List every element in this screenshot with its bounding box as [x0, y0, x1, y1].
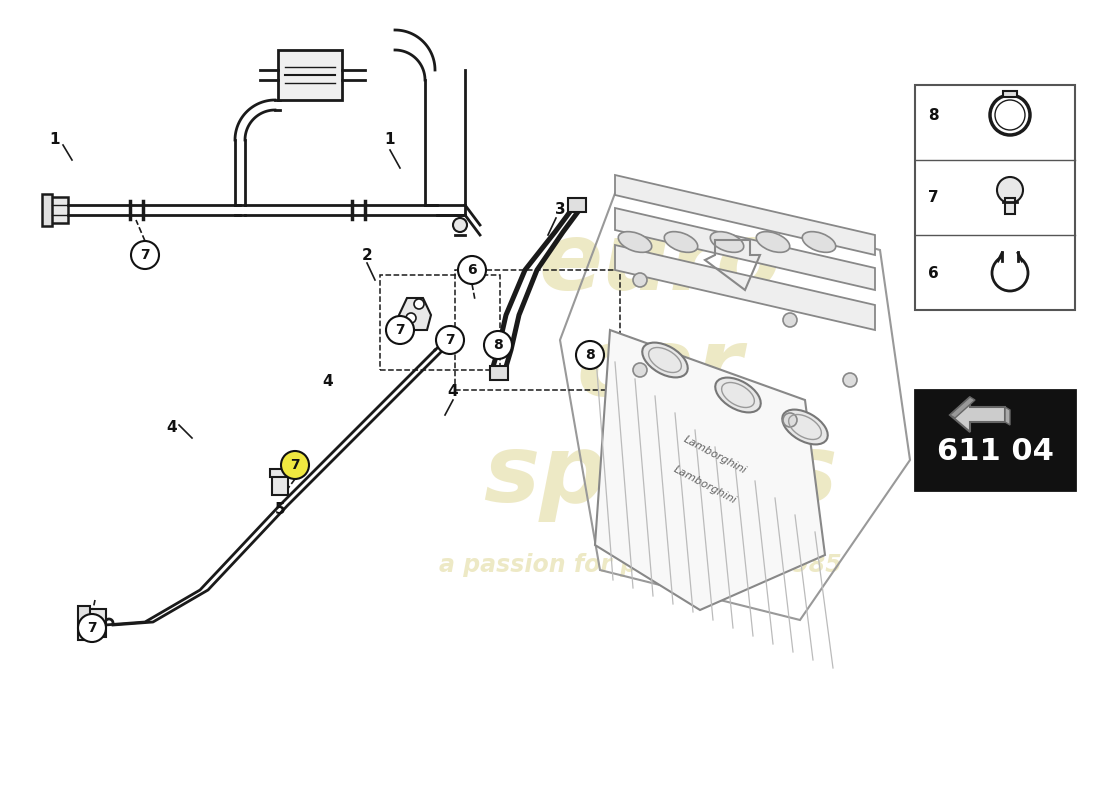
Text: 1: 1 — [385, 133, 395, 147]
Text: 7: 7 — [927, 190, 938, 206]
Bar — [455, 270, 620, 390]
Text: 3: 3 — [554, 202, 565, 218]
Ellipse shape — [757, 232, 790, 252]
Bar — [42, 194, 52, 226]
Circle shape — [414, 299, 424, 309]
Bar — [270, 469, 290, 477]
Text: 4: 4 — [167, 421, 177, 435]
Bar — [50, 197, 68, 223]
Bar — [1002, 251, 1018, 261]
Bar — [272, 475, 288, 495]
Ellipse shape — [802, 232, 836, 252]
Polygon shape — [615, 175, 874, 255]
Bar — [915, 85, 1075, 310]
Text: 6: 6 — [468, 263, 476, 277]
Bar — [1005, 198, 1015, 214]
Text: 7: 7 — [446, 333, 454, 347]
Ellipse shape — [711, 232, 744, 252]
Circle shape — [484, 331, 512, 359]
Bar — [915, 390, 1075, 490]
Text: 7: 7 — [140, 248, 150, 262]
Circle shape — [131, 241, 160, 269]
Ellipse shape — [782, 410, 828, 445]
Text: 7: 7 — [290, 458, 300, 472]
Circle shape — [576, 341, 604, 369]
Text: 4: 4 — [322, 374, 333, 390]
Text: 4: 4 — [448, 385, 459, 399]
Text: Lamborghini: Lamborghini — [672, 464, 738, 506]
Ellipse shape — [618, 232, 651, 252]
Text: 8: 8 — [927, 107, 938, 122]
Circle shape — [997, 177, 1023, 203]
Text: 7: 7 — [87, 621, 97, 635]
Bar — [490, 366, 508, 380]
Text: 8: 8 — [493, 338, 503, 352]
Text: 5: 5 — [275, 502, 285, 518]
Text: 6: 6 — [927, 266, 938, 281]
Polygon shape — [950, 397, 1005, 432]
Circle shape — [78, 614, 106, 642]
Circle shape — [458, 256, 486, 284]
Polygon shape — [615, 208, 874, 290]
Polygon shape — [399, 298, 431, 330]
Polygon shape — [950, 397, 975, 418]
Text: Lamborghini: Lamborghini — [682, 434, 748, 476]
Polygon shape — [595, 330, 825, 610]
Circle shape — [783, 313, 798, 327]
Text: 8: 8 — [585, 348, 595, 362]
Circle shape — [406, 313, 416, 323]
Bar — [568, 198, 586, 212]
Ellipse shape — [642, 342, 688, 378]
Polygon shape — [615, 245, 874, 330]
Bar — [379, 275, 500, 370]
Polygon shape — [1005, 407, 1010, 425]
Circle shape — [783, 413, 798, 427]
Circle shape — [436, 326, 464, 354]
Ellipse shape — [664, 232, 697, 252]
Circle shape — [632, 273, 647, 287]
Text: euro
car
spares: euro car spares — [483, 218, 837, 522]
Circle shape — [280, 451, 309, 479]
Circle shape — [843, 373, 857, 387]
Circle shape — [386, 316, 414, 344]
Text: 7: 7 — [395, 323, 405, 337]
Text: 611 04: 611 04 — [936, 438, 1054, 466]
Text: a passion for parts since 1985: a passion for parts since 1985 — [439, 553, 842, 577]
Text: 2: 2 — [362, 247, 373, 262]
Ellipse shape — [715, 378, 761, 413]
Text: 1: 1 — [50, 133, 60, 147]
Bar — [78, 606, 90, 640]
Circle shape — [632, 363, 647, 377]
Circle shape — [453, 218, 468, 232]
Bar — [88, 609, 106, 637]
Bar — [278, 50, 342, 100]
Bar — [1003, 91, 1018, 97]
